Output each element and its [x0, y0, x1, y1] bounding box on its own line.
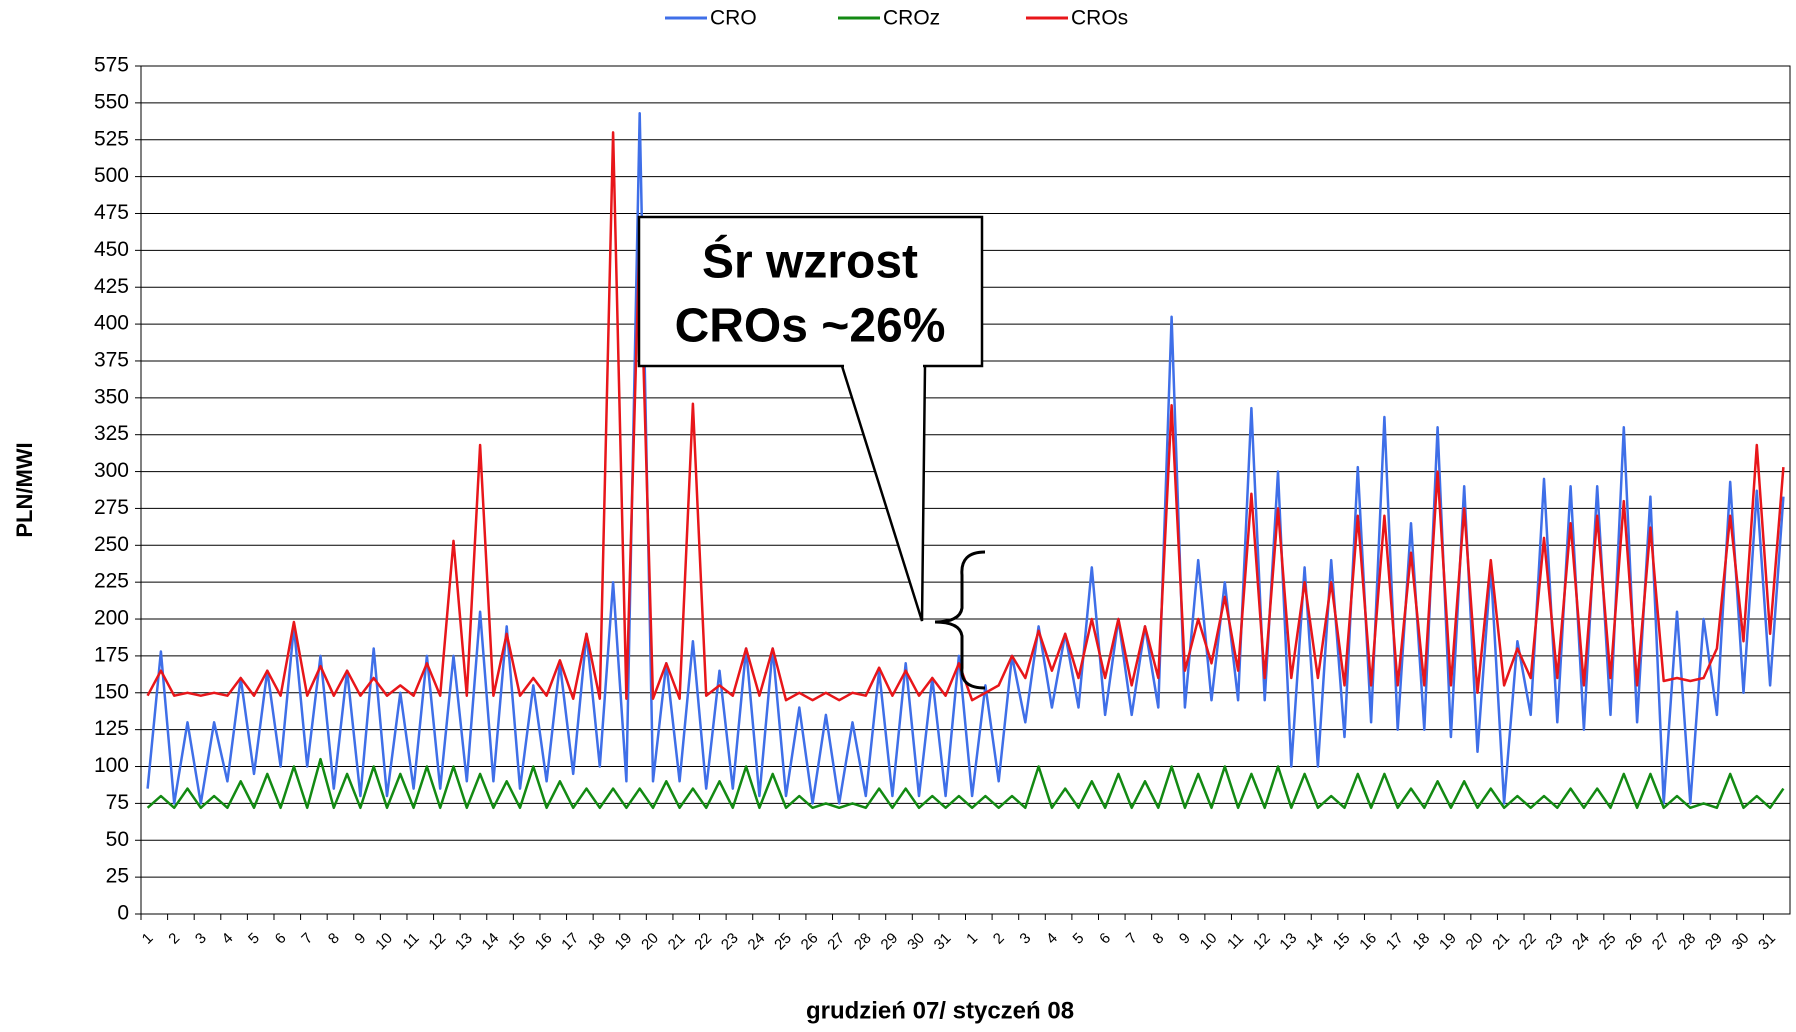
y-tick-label: 50	[106, 828, 129, 851]
x-tick-label: 15	[1330, 930, 1354, 954]
x-tick-label: 23	[1542, 930, 1566, 954]
y-tick-label: 500	[94, 164, 129, 187]
x-tick-label: 22	[691, 930, 715, 954]
x-tick-label: 14	[479, 930, 503, 954]
annotation-text: CROs ~26%	[675, 300, 946, 353]
y-tick-label: 450	[94, 238, 129, 261]
y-tick-label: 550	[94, 90, 129, 113]
brace	[934, 550, 986, 690]
x-tick-label: 12	[425, 930, 449, 954]
x-tick-label: 20	[638, 930, 662, 954]
x-tick-label: 23	[718, 930, 742, 954]
x-tick-label: 22	[1516, 930, 1540, 954]
legend-label: CROs	[1071, 7, 1128, 30]
x-tick-label: 8	[325, 930, 343, 948]
y-tick-label: 225	[94, 570, 129, 593]
legend-label: CROz	[883, 7, 940, 30]
x-tick-label: 31	[1755, 930, 1779, 954]
y-tick-label: 250	[94, 533, 129, 556]
x-axis-title: grudzień 07/ styczeń 08	[806, 997, 1074, 1024]
legend-label: CRO	[710, 7, 757, 30]
y-tick-label: 575	[94, 54, 129, 77]
y-tick-label: 425	[94, 275, 129, 298]
x-tick-label: 11	[400, 930, 423, 953]
x-tick-label: 31	[931, 930, 955, 954]
y-tick-label: 150	[94, 680, 129, 703]
x-tick-label: 1	[963, 930, 981, 948]
x-tick-label: 30	[1729, 930, 1753, 954]
y-tick-label: 375	[94, 349, 129, 372]
series-line	[146, 111, 1785, 805]
x-tick-label: 13	[452, 930, 476, 954]
x-tick-label: 19	[612, 930, 636, 954]
y-tick-label: 125	[94, 717, 129, 740]
x-tick-label: 27	[1649, 930, 1673, 954]
callout-box	[637, 215, 984, 368]
x-tick-label: 6	[1096, 930, 1114, 948]
x-tick-label: 16	[1356, 930, 1380, 954]
x-tick-label: 18	[585, 930, 609, 954]
x-tick-label: 21	[665, 930, 689, 954]
y-axis-title: PLN/MWI	[12, 442, 37, 537]
y-tick-label: 0	[117, 902, 129, 925]
y-tick-label: 525	[94, 127, 129, 150]
y-tick-label: 325	[94, 422, 129, 445]
y-tick-label: 400	[94, 312, 129, 335]
x-tick-label: 17	[1383, 930, 1407, 954]
x-tick-label: 28	[851, 930, 875, 954]
x-tick-label: 11	[1224, 930, 1247, 953]
x-tick-label: 5	[245, 930, 263, 948]
x-tick-label: 28	[1675, 930, 1699, 954]
y-tick-label: 25	[106, 865, 129, 888]
x-tick-label: 19	[1436, 930, 1460, 954]
x-tick-label: 4	[219, 930, 237, 948]
y-tick-label: 75	[106, 791, 129, 814]
x-tick-label: 26	[798, 930, 822, 954]
x-tick-label: 18	[1409, 930, 1433, 954]
x-tick-label: 10	[1197, 930, 1221, 954]
x-tick-label: 4	[1043, 930, 1061, 948]
x-tick-label: 29	[878, 930, 902, 954]
x-tick-label: 6	[272, 930, 290, 948]
x-tick-label: 26	[1622, 930, 1646, 954]
y-tick-label: 200	[94, 607, 129, 630]
x-tick-label: 24	[745, 930, 769, 954]
x-tick-label: 13	[1276, 930, 1300, 954]
x-tick-label: 2	[990, 930, 1008, 948]
x-tick-label: 3	[192, 930, 210, 948]
x-tick-label: 15	[505, 930, 529, 954]
x-tick-label: 8	[1149, 930, 1167, 948]
x-tick-label: 30	[904, 930, 928, 954]
y-tick-label: 175	[94, 643, 129, 666]
x-tick-label: 7	[1123, 930, 1141, 948]
y-tick-label: 475	[94, 201, 129, 224]
x-tick-label: 29	[1702, 930, 1726, 954]
x-tick-label: 16	[532, 930, 556, 954]
y-tick-label: 275	[94, 496, 129, 519]
x-tick-label: 9	[351, 930, 369, 948]
x-tick-label: 25	[1596, 930, 1620, 954]
annotation-text: Śr wzrost	[702, 234, 918, 289]
x-tick-label: 20	[1463, 930, 1487, 954]
x-tick-label: 27	[824, 930, 848, 954]
x-tick-label: 1	[139, 930, 157, 948]
y-tick-label: 300	[94, 459, 129, 482]
x-tick-label: 17	[558, 930, 582, 954]
x-tick-label: 2	[165, 930, 183, 948]
x-tick-label: 3	[1016, 930, 1034, 948]
series-line	[146, 757, 1785, 810]
y-tick-label: 100	[94, 754, 129, 777]
x-tick-label: 24	[1569, 930, 1593, 954]
x-tick-label: 7	[298, 930, 316, 948]
x-tick-label: 12	[1250, 930, 1274, 954]
callout-pointer	[840, 365, 927, 622]
x-tick-label: 5	[1070, 930, 1088, 948]
x-tick-label: 14	[1303, 930, 1327, 954]
x-tick-label: 25	[771, 930, 795, 954]
x-tick-label: 10	[372, 930, 396, 954]
x-tick-label: 9	[1176, 930, 1194, 948]
y-tick-label: 350	[94, 385, 129, 408]
x-tick-label: 21	[1489, 930, 1513, 954]
